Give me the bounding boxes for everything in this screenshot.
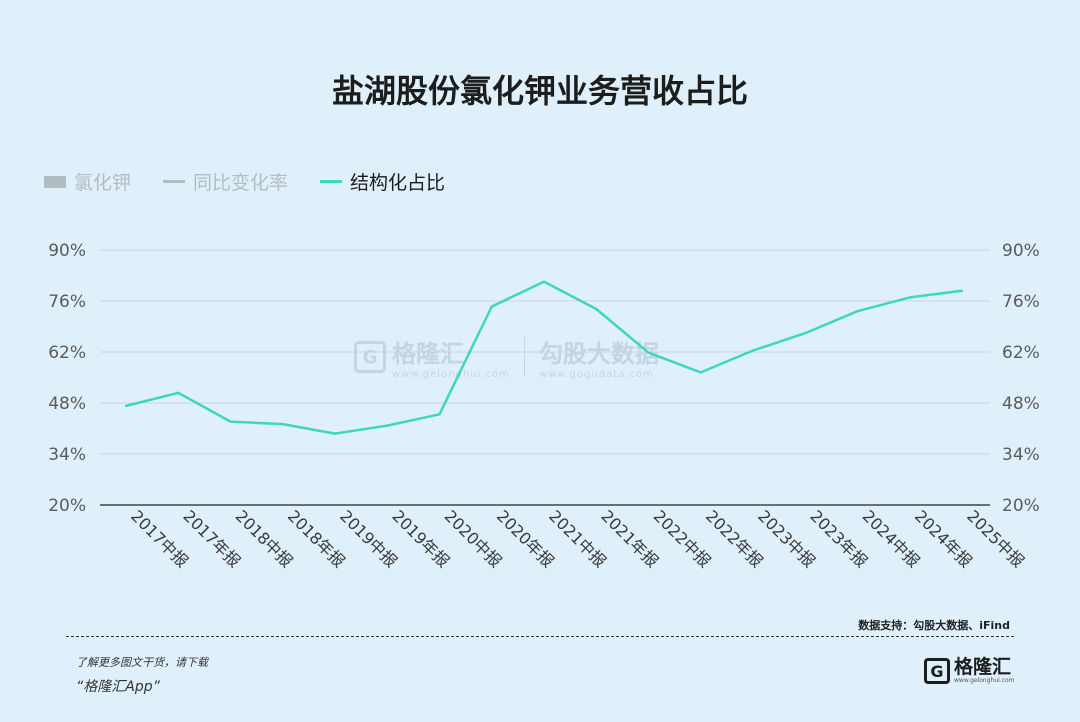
y-tick-label-left: 76% bbox=[48, 292, 86, 312]
watermark-brand: 格隆汇 bbox=[392, 340, 464, 368]
y-tick-label-left: 90% bbox=[48, 241, 86, 261]
legend: 氯化钾 同比变化率 结构化占比 bbox=[44, 168, 477, 195]
y-tick-label-right: 90% bbox=[1002, 241, 1040, 261]
data-point bbox=[804, 331, 807, 335]
legend-bar-swatch bbox=[44, 175, 66, 188]
logo-icon: G bbox=[924, 658, 950, 684]
y-tick-label-right: 20% bbox=[1002, 496, 1040, 516]
watermark-divider bbox=[523, 337, 525, 377]
data-point bbox=[229, 420, 232, 423]
data-source: 数据支持：勾股大数据、iFind bbox=[858, 619, 1010, 632]
legend-line-swatch bbox=[163, 180, 186, 183]
promo-app-name[interactable]: “格隆汇App” bbox=[76, 679, 160, 695]
chart-title: 盐湖股份氯化钾业务营收占比 bbox=[331, 72, 748, 110]
data-point bbox=[124, 404, 128, 408]
data-point bbox=[542, 280, 546, 283]
legend-item-potassium-chloride[interactable]: 氯化钾 bbox=[44, 168, 131, 195]
data-point bbox=[438, 413, 441, 416]
y-tick-label-left: 20% bbox=[48, 496, 86, 516]
data-point bbox=[386, 424, 389, 427]
brand-logo: G 格隆汇 www.gelonghui.com bbox=[924, 658, 1015, 684]
legend-item-yoy-change[interactable]: 同比变化率 bbox=[163, 168, 288, 195]
x-tick-label: 2025中报 bbox=[963, 506, 1028, 571]
y-tick-label-right: 76% bbox=[1002, 292, 1040, 312]
data-point bbox=[856, 310, 859, 313]
legend-label: 结构化占比 bbox=[350, 172, 446, 194]
footer-divider bbox=[66, 636, 1014, 637]
legend-line-swatch bbox=[320, 180, 343, 183]
data-point bbox=[490, 305, 493, 308]
legend-label: 同比变化率 bbox=[193, 172, 289, 194]
data-point bbox=[333, 432, 337, 435]
y-tick-label-right: 48% bbox=[1002, 394, 1040, 414]
logo-url: www.gelonghui.com bbox=[954, 677, 1015, 684]
data-point bbox=[281, 422, 284, 426]
promo-text: 了解更多图文干货，请下载 bbox=[76, 656, 208, 669]
data-point bbox=[751, 349, 755, 352]
data-point bbox=[647, 351, 650, 354]
y-tick-label-left: 62% bbox=[48, 343, 86, 363]
y-tick-label-left: 34% bbox=[48, 445, 86, 465]
data-point bbox=[908, 296, 911, 299]
watermark-product-url: www.gogudata.com bbox=[538, 369, 654, 380]
watermark-brand-url: www.gelonghui.com bbox=[392, 369, 510, 380]
data-point bbox=[177, 391, 180, 394]
data-point bbox=[699, 371, 702, 374]
data-point bbox=[595, 307, 598, 311]
logo-text: 格隆汇 bbox=[954, 656, 1012, 678]
y-tick-label-right: 62% bbox=[1002, 343, 1040, 363]
legend-item-structure-ratio[interactable]: 结构化占比 bbox=[320, 168, 445, 195]
legend-label: 氯化钾 bbox=[74, 172, 132, 194]
series-line-structure-ratio bbox=[125, 280, 963, 435]
y-tick-label-right: 34% bbox=[1002, 445, 1040, 465]
data-point bbox=[960, 289, 964, 292]
y-tick-label-left: 48% bbox=[48, 394, 86, 414]
